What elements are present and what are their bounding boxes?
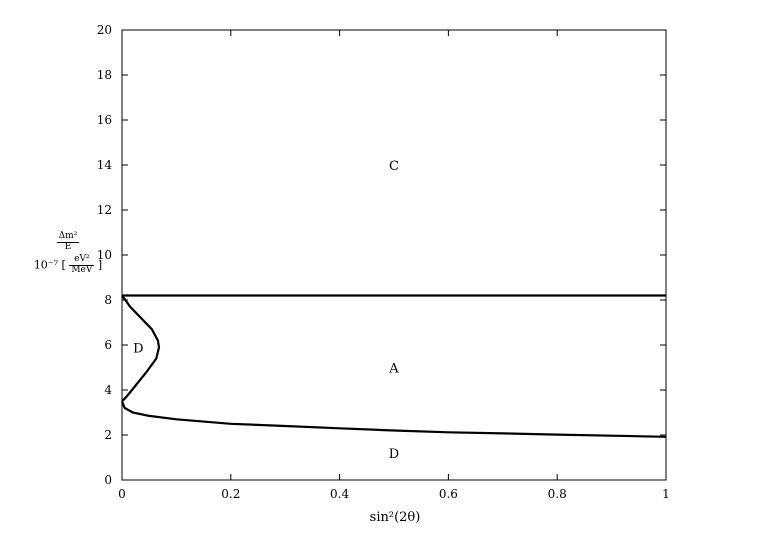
y-label-fraction: Δm² E <box>56 231 80 253</box>
x-axis-label: sin²(2θ) <box>330 510 460 525</box>
y-label-unit-numerator: eV² <box>69 254 95 266</box>
region-label-d: D <box>133 341 143 356</box>
y-tick-label: 0 <box>104 473 112 487</box>
y-tick-label: 2 <box>104 428 112 442</box>
y-label-unit-fraction: eV² MeV <box>69 254 95 276</box>
x-tick-label: 1 <box>662 487 670 501</box>
x-axis-label-text: sin²(2θ) <box>369 510 421 525</box>
x-tick-label: 0.4 <box>330 487 349 501</box>
chart-series <box>120 294 667 438</box>
x-tick-label: 0.2 <box>221 487 240 501</box>
y-tick-label: 4 <box>104 383 112 397</box>
y-label-denominator: E <box>64 241 72 252</box>
y-label-unit-line: 10⁻⁷ [ eV² MeV ] <box>33 253 103 276</box>
region-label-d: D <box>389 447 399 462</box>
y-tick-label: 20 <box>97 23 112 37</box>
y-label-unit-denominator: MeV <box>71 264 93 275</box>
curve-lower-boundary <box>120 400 667 438</box>
curve-nose-boundary <box>121 294 161 403</box>
x-tick-label: 0 <box>118 487 126 501</box>
y-tick-label: 18 <box>97 68 112 82</box>
y-tick-label: 10 <box>97 248 112 262</box>
region-label-a: A <box>388 362 399 377</box>
x-tick-label: 0.8 <box>548 487 567 501</box>
y-label-scale: 10⁻⁷ <box>33 258 59 272</box>
y-tick-label: 8 <box>104 293 112 307</box>
y-label-numerator: Δm² <box>56 231 80 243</box>
y-axis-label: Δm² E 10⁻⁷ [ eV² MeV ] <box>22 231 114 276</box>
region-label-c: C <box>389 159 399 174</box>
region-labels: C A D D <box>133 159 399 462</box>
x-tick-label: 0.6 <box>439 487 458 501</box>
y-tick-label: 14 <box>97 158 113 172</box>
y-tick-label: 16 <box>97 113 112 127</box>
y-tick-label: 6 <box>104 338 112 352</box>
y-tick-label: 12 <box>97 203 112 217</box>
plot-frame <box>121 29 667 481</box>
